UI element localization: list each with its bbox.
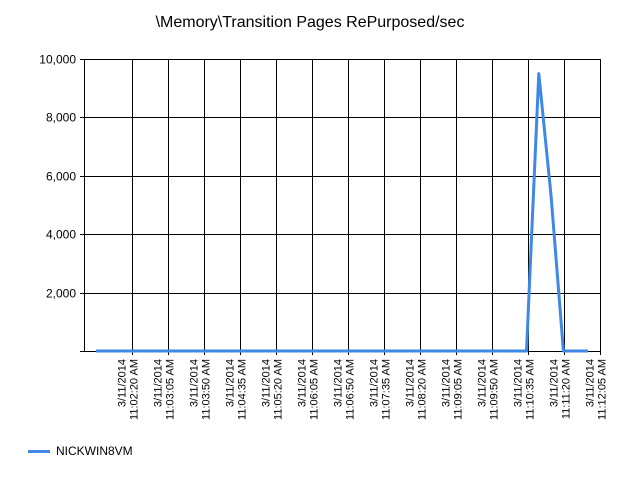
y-tick-label: 10,000	[39, 53, 76, 67]
x-tick-label-line: 3/11/2014	[585, 359, 597, 407]
x-tick-label-line: 11:06:05 AM	[309, 359, 321, 420]
x-tick-label: 3/11/2014 11:09:50 AM	[477, 359, 501, 420]
x-tick-label: 3/11/2014 11:11:20 AM	[549, 359, 573, 419]
x-tick-label-line: 11:03:50 AM	[201, 359, 213, 420]
x-tick-label-line: 11:03:05 AM	[165, 359, 177, 420]
x-tick-label-line: 3/11/2014	[405, 359, 417, 407]
x-tick-label: 3/11/2014 11:10:35 AM	[513, 359, 537, 420]
y-tick-label: 4,000	[46, 228, 76, 242]
x-tick-label-line: 3/11/2014	[189, 359, 201, 407]
x-tick-label-line: 11:10:35 AM	[525, 359, 537, 420]
x-tick-label-line: 3/11/2014	[225, 359, 237, 407]
x-tick-label-line: 3/11/2014	[117, 359, 129, 407]
x-tick-label: 3/11/2014 11:12:05 AM	[585, 359, 609, 420]
x-tick-label-line: 3/11/2014	[549, 359, 561, 407]
x-tick-label-line: 3/11/2014	[477, 359, 489, 407]
y-tick-label: 8,000	[46, 111, 76, 125]
x-tick-label-line: 3/11/2014	[513, 359, 525, 407]
x-tick-label-line: 3/11/2014	[153, 359, 165, 407]
x-tick-label-line: 3/11/2014	[261, 359, 273, 407]
x-tick-label: 3/11/2014 11:06:05 AM	[297, 359, 321, 420]
legend-swatch	[28, 449, 50, 453]
x-tick-label-line: 3/11/2014	[297, 359, 309, 407]
x-tick-label-line: 11:04:35 AM	[237, 359, 249, 420]
series-line-nickwin8vm	[96, 72, 588, 353]
x-tick-label: 3/11/2014 11:03:50 AM	[189, 359, 213, 420]
x-tick-label-line: 11:09:05 AM	[453, 359, 465, 420]
x-tick-label-line: 3/11/2014	[369, 359, 381, 407]
x-tick-label-line: 11:11:20 AM	[561, 359, 573, 419]
legend: NICKWIN8VM	[28, 444, 133, 458]
x-tick-label-line: 11:12:05 AM	[597, 359, 609, 420]
x-tick-label: 3/11/2014 11:06:50 AM	[333, 359, 357, 420]
x-tick-label: 3/11/2014 11:04:35 AM	[225, 359, 249, 420]
x-tick-label-line: 11:07:35 AM	[381, 359, 393, 420]
x-tick-label: 3/11/2014 11:05:20 AM	[261, 359, 285, 420]
x-tick-label: 3/11/2014 11:09:05 AM	[441, 359, 465, 420]
x-tick-label: 3/11/2014 11:07:35 AM	[369, 359, 393, 420]
x-tick-label-line: 11:02:20 AM	[129, 359, 141, 420]
legend-label: NICKWIN8VM	[56, 444, 133, 458]
x-tick-label-line: 11:05:20 AM	[273, 359, 285, 420]
x-tick-label-line: 3/11/2014	[441, 359, 453, 407]
x-tick-label: 3/11/2014 11:03:05 AM	[153, 359, 177, 420]
x-tick-label-line: 11:08:20 AM	[417, 359, 429, 420]
x-tick-label-line: 11:06:50 AM	[345, 359, 357, 420]
x-tick-label-line: 3/11/2014	[333, 359, 345, 407]
x-tick-label: 3/11/2014 11:08:20 AM	[405, 359, 429, 420]
y-tick-label: 6,000	[46, 170, 76, 184]
x-tick-label: 3/11/2014 11:02:20 AM	[117, 359, 141, 420]
chart-title: \Memory\Transition Pages RePurposed/sec	[155, 14, 465, 31]
y-tick-label: 2,000	[46, 287, 76, 301]
x-tick-label-line: 11:09:50 AM	[489, 359, 501, 420]
